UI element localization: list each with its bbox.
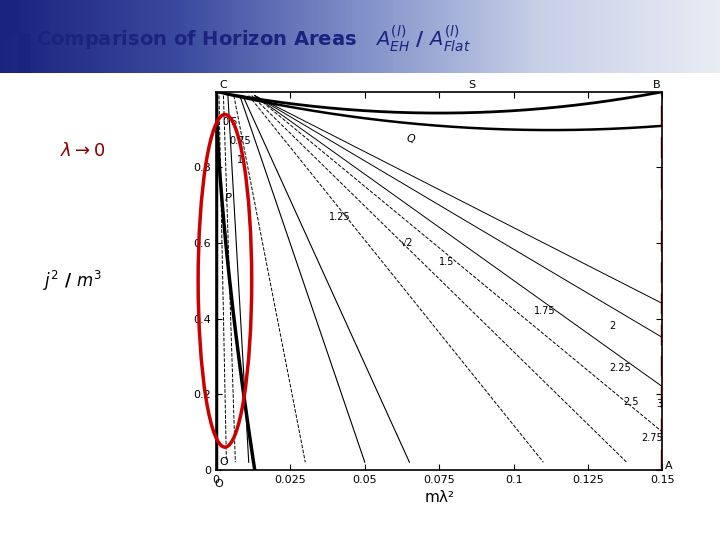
Text: 2.75: 2.75 bbox=[642, 433, 663, 443]
Text: S: S bbox=[469, 80, 475, 90]
Text: 0.5: 0.5 bbox=[222, 117, 238, 127]
Text: 0.75: 0.75 bbox=[230, 136, 251, 146]
Text: P: P bbox=[225, 193, 232, 202]
X-axis label: mλ²: mλ² bbox=[424, 490, 454, 505]
Text: O: O bbox=[219, 457, 228, 467]
Text: 2.5: 2.5 bbox=[624, 397, 639, 407]
Text: $j^2$ / $m^3$: $j^2$ / $m^3$ bbox=[42, 269, 102, 293]
Text: 1.5: 1.5 bbox=[439, 257, 454, 267]
Text: Comparison of Horizon Areas   $A_{EH}^{(l)}$ / $A_{Flat}^{(l)}$: Comparison of Horizon Areas $A_{EH}^{(l)… bbox=[36, 24, 471, 54]
Text: 3: 3 bbox=[657, 399, 662, 409]
Text: 1.75: 1.75 bbox=[534, 306, 556, 316]
Text: 1: 1 bbox=[237, 155, 243, 165]
Text: 2: 2 bbox=[609, 321, 615, 331]
Text: A: A bbox=[665, 461, 673, 471]
Text: √2: √2 bbox=[400, 238, 413, 248]
Text: B: B bbox=[652, 80, 660, 90]
Text: 1.25: 1.25 bbox=[329, 212, 351, 221]
Text: 2.25: 2.25 bbox=[609, 363, 631, 373]
Bar bbox=[0, 0, 18, 33]
Text: $\lambda\rightarrow 0$: $\lambda\rightarrow 0$ bbox=[60, 142, 106, 160]
Bar bbox=[18, 33, 29, 73]
Text: C: C bbox=[219, 80, 227, 90]
Text: O: O bbox=[215, 480, 223, 489]
Text: Q: Q bbox=[407, 134, 415, 144]
